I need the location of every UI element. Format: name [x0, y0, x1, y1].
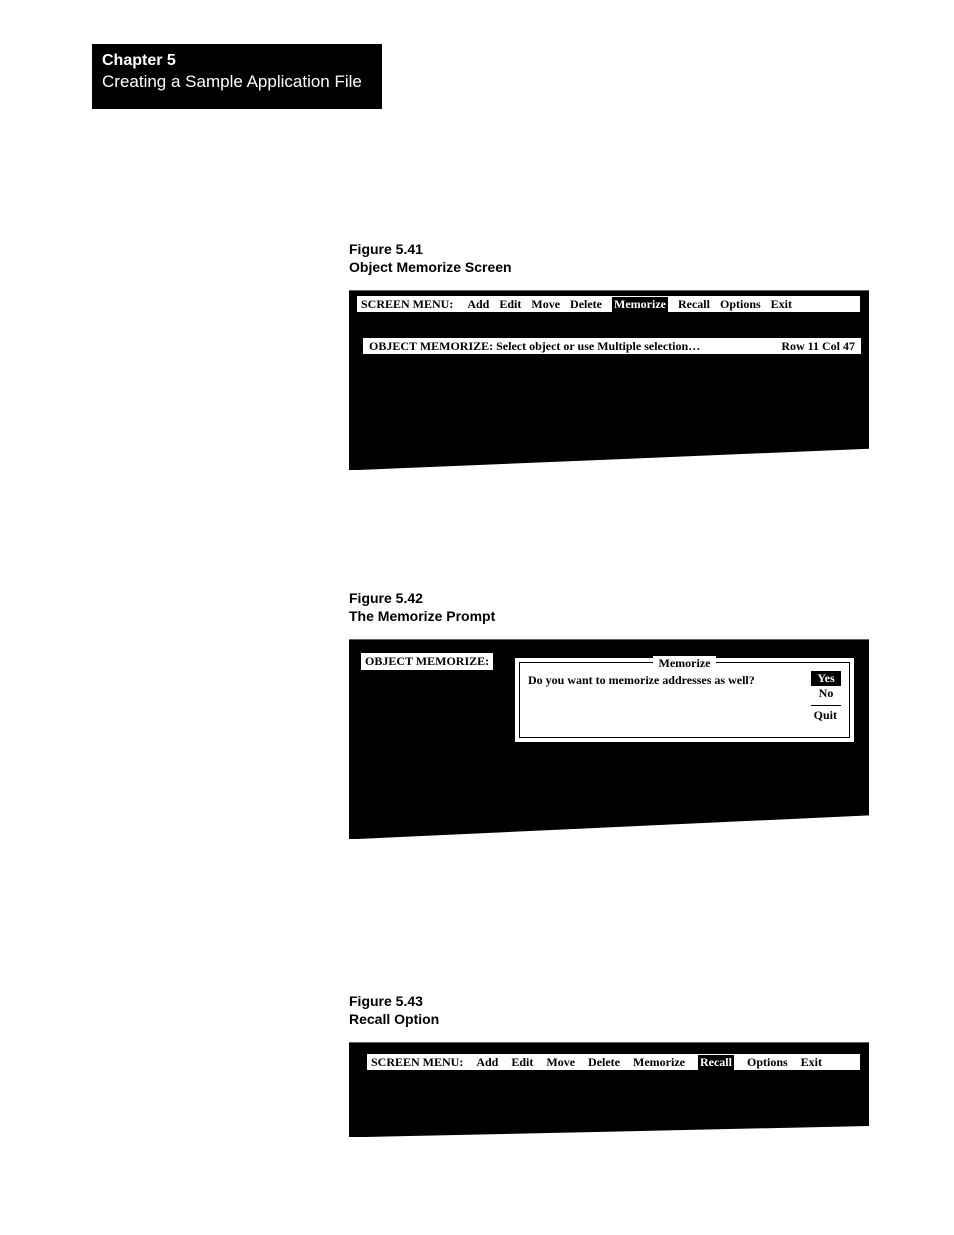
- prompt-box-inner: Memorize Do you want to memorize address…: [519, 662, 850, 738]
- figure-title: Object Memorize Screen: [349, 259, 512, 275]
- menu-item-delete[interactable]: Delete: [588, 1055, 620, 1070]
- figure-5-43: Figure 5.43 Recall Option SCREEN MENU: A…: [349, 992, 869, 1137]
- menu-item-delete[interactable]: Delete: [570, 297, 602, 312]
- menu-item-exit[interactable]: Exit: [801, 1055, 822, 1070]
- menu-item-memorize[interactable]: Memorize: [633, 1055, 685, 1070]
- object-memorize-status-bar: OBJECT MEMORIZE: Select object or use Mu…: [363, 338, 861, 354]
- chapter-number: Chapter 5: [102, 52, 372, 70]
- object-memorize-label: OBJECT MEMORIZE:: [361, 653, 493, 670]
- screen-menu-bar: SCREEN MENU: Add Edit Move Delete Memori…: [357, 296, 860, 312]
- menu-item-edit[interactable]: Edit: [499, 297, 521, 312]
- prompt-options: Yes No Quit: [810, 671, 841, 723]
- prompt-question: Do you want to memorize addresses as wel…: [528, 673, 755, 688]
- menu-item-options[interactable]: Options: [747, 1055, 788, 1070]
- figure-caption: Figure 5.43 Recall Option: [349, 992, 869, 1028]
- option-quit[interactable]: Quit: [810, 708, 841, 723]
- menu-item-move[interactable]: Move: [546, 1055, 575, 1070]
- figure-5-42: Figure 5.42 The Memorize Prompt OBJECT M…: [349, 589, 869, 839]
- figure-number: Figure 5.41: [349, 241, 423, 257]
- figure-number: Figure 5.43: [349, 993, 423, 1009]
- figure-number: Figure 5.42: [349, 590, 423, 606]
- menu-item-memorize[interactable]: Memorize: [612, 297, 668, 312]
- chapter-title: Creating a Sample Application File: [102, 72, 372, 92]
- memorize-prompt-box: Memorize Do you want to memorize address…: [512, 655, 857, 745]
- option-yes[interactable]: Yes: [811, 671, 841, 686]
- status-message: OBJECT MEMORIZE: Select object or use Mu…: [369, 339, 700, 354]
- menu-item-add[interactable]: Add: [467, 297, 489, 312]
- menu-item-add[interactable]: Add: [476, 1055, 498, 1070]
- menu-item-recall[interactable]: Recall: [698, 1055, 734, 1070]
- prompt-title: Memorize: [653, 656, 717, 671]
- screen-menu-bar: SCREEN MENU: Add Edit Move Delete Memori…: [367, 1054, 860, 1070]
- menu-item-edit[interactable]: Edit: [511, 1055, 533, 1070]
- menu-item-recall[interactable]: Recall: [678, 297, 710, 312]
- figure-caption: Figure 5.41 Object Memorize Screen: [349, 240, 869, 276]
- option-no[interactable]: No: [811, 686, 841, 701]
- menu-item-move[interactable]: Move: [531, 297, 560, 312]
- memorize-prompt-panel: OBJECT MEMORIZE: Memorize Do you want to…: [349, 639, 869, 839]
- figure-title: Recall Option: [349, 1011, 439, 1027]
- menu-item-exit[interactable]: Exit: [771, 297, 792, 312]
- figure-5-41: Figure 5.41 Object Memorize Screen SCREE…: [349, 240, 869, 470]
- menu-label: SCREEN MENU:: [371, 1055, 463, 1070]
- menu-label: SCREEN MENU:: [361, 297, 453, 312]
- option-divider: [811, 705, 841, 706]
- menu-item-options[interactable]: Options: [720, 297, 761, 312]
- cursor-position: Row 11 Col 47: [781, 339, 855, 354]
- figure-title: The Memorize Prompt: [349, 608, 495, 624]
- recall-option-panel: SCREEN MENU: Add Edit Move Delete Memori…: [349, 1042, 869, 1137]
- figure-caption: Figure 5.42 The Memorize Prompt: [349, 589, 869, 625]
- chapter-header: Chapter 5 Creating a Sample Application …: [92, 44, 382, 109]
- object-memorize-screen-panel: SCREEN MENU: Add Edit Move Delete Memori…: [349, 290, 869, 470]
